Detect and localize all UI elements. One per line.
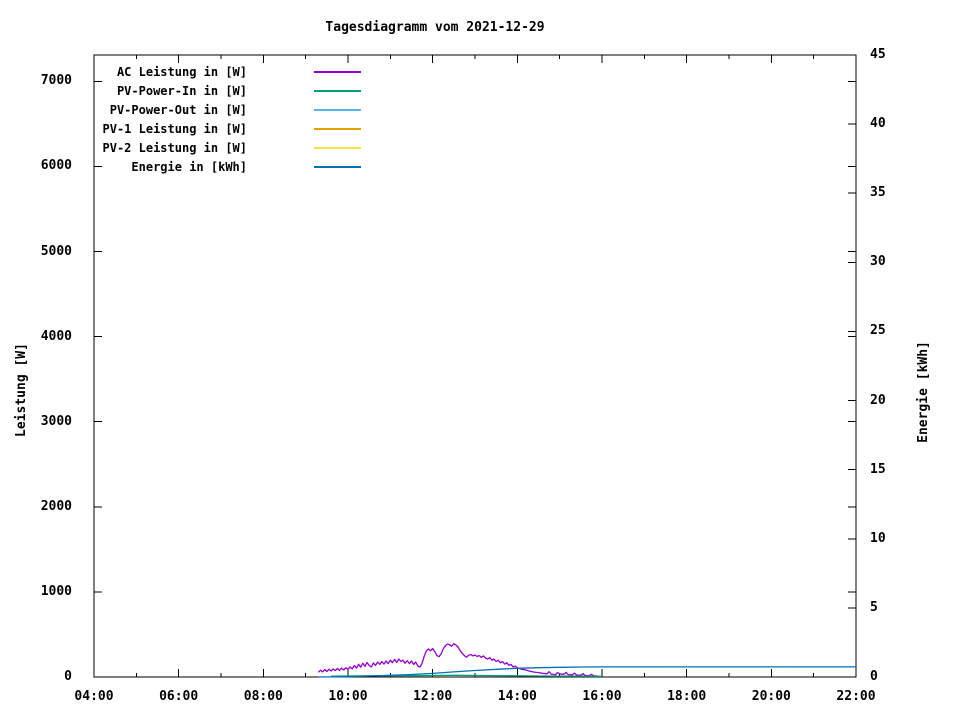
y1-tick-label: 7000 <box>40 73 72 89</box>
legend-item-label: PV-1 Leistung in [W] <box>102 121 248 136</box>
y2-tick-label: 40 <box>870 116 886 132</box>
y1-tick-label: 0 <box>64 669 72 684</box>
y2-tick-label: 45 <box>870 47 886 62</box>
y2-tick-label: 10 <box>870 530 886 546</box>
x-tick-label: 06:00 <box>159 689 199 704</box>
legend-item-label: PV-Power-In in [W] <box>116 83 247 98</box>
legend-color-swatch <box>314 146 361 149</box>
x-tick-label: 10:00 <box>328 689 368 704</box>
legend-item: PV-2 Leistung in [W] <box>89 138 361 157</box>
series-line-ac-leistung-in-w- <box>317 642 603 678</box>
legend-color-swatch <box>314 70 361 73</box>
legend-item-label: AC Leistung in [W] <box>116 64 247 79</box>
legend-item-label: Energie in [kWh] <box>131 159 247 174</box>
legend-item-label: PV-2 Leistung in [W] <box>102 140 248 155</box>
x-tick-label: 18:00 <box>667 689 707 704</box>
y1-tick-label: 5000 <box>40 243 72 259</box>
y1-tick-label: 4000 <box>40 328 72 344</box>
x-tick-label: 22:00 <box>836 689 876 704</box>
data-series-layer <box>317 642 856 678</box>
x-tick-label: 20:00 <box>751 689 791 704</box>
legend-item: Energie in [kWh] <box>89 157 361 176</box>
y2-tick-label: 35 <box>870 185 886 201</box>
y1-tick-label: 1000 <box>40 583 72 599</box>
chart-title: Tagesdiagramm vom 2021-12-29 <box>325 20 545 35</box>
x-tick-label: 04:00 <box>74 689 114 704</box>
series-line-energie-in-kwh- <box>318 666 856 678</box>
legend-item: PV-Power-In in [W] <box>89 81 361 100</box>
legend-color-swatch <box>314 108 361 111</box>
y2-tick-label: 30 <box>870 254 886 270</box>
y2-tick-label: 25 <box>870 323 886 339</box>
y1-tick-label: 2000 <box>40 498 72 514</box>
legend-color-swatch <box>314 127 361 130</box>
legend: AC Leistung in [W] PV-Power-In in [W] PV-P… <box>89 62 361 176</box>
legend-item: PV-1 Leistung in [W] <box>89 119 361 138</box>
legend-color-swatch <box>314 89 361 92</box>
legend-item: PV-Power-Out in [W] <box>89 100 361 119</box>
y2-tick-label: 20 <box>870 392 886 408</box>
y2-tick-label: 5 <box>870 599 878 615</box>
x-tick-label: 16:00 <box>582 689 622 704</box>
x-tick-label: 08:00 <box>243 689 283 704</box>
y1-tick-label: 6000 <box>40 158 72 174</box>
y1-tick-label: 3000 <box>40 413 72 429</box>
legend-color-swatch <box>314 165 361 168</box>
x-tick-label: 12:00 <box>413 689 453 704</box>
y2-tick-label: 15 <box>870 461 886 477</box>
x-tick-label: 14:00 <box>497 689 537 704</box>
y2-tick-label: 0 <box>870 669 878 684</box>
legend-item: AC Leistung in [W] <box>89 62 361 81</box>
legend-item-label: PV-Power-Out in [W] <box>109 102 247 117</box>
